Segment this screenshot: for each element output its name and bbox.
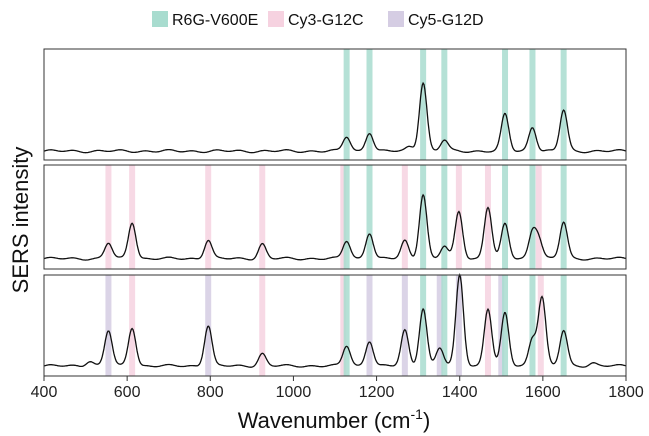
legend-entry: R6G-V600E — [152, 11, 258, 29]
band-marker — [366, 165, 373, 269]
x-tick-label: 400 — [31, 384, 58, 401]
x-tick-label: 1800 — [608, 384, 644, 401]
legend-entry: Cy3-G12C — [268, 11, 364, 29]
legend: R6G-V600E Cy3-G12C Cy5-G12D — [152, 11, 484, 29]
band-marker — [537, 275, 544, 376]
x-tick-label: 600 — [114, 384, 141, 401]
x-tick-label: 800 — [197, 384, 224, 401]
x-tick-label: 1600 — [525, 384, 561, 401]
spectrum-panel — [43, 164, 627, 270]
band-marker — [529, 49, 536, 160]
band-marker — [455, 275, 462, 376]
band-marker — [535, 165, 542, 269]
band-marker — [441, 275, 448, 376]
legend-label: Cy5-G12D — [408, 12, 484, 29]
panel-frame — [43, 274, 627, 377]
band-marker — [259, 165, 266, 269]
band-marker — [560, 165, 567, 269]
x-axis-label-suffix: ) — [423, 408, 430, 433]
spectra-panels — [43, 48, 627, 377]
spectrum-panel — [43, 272, 627, 377]
band-marker — [420, 275, 427, 376]
band-marker — [205, 165, 212, 269]
legend-entry: Cy5-G12D — [388, 11, 484, 29]
legend-label: Cy3-G12C — [288, 12, 364, 29]
y-axis-label: SERS intensity — [8, 147, 33, 294]
band-marker — [441, 49, 448, 160]
band-marker — [340, 275, 347, 376]
band-marker — [484, 275, 491, 376]
band-marker — [502, 49, 509, 160]
panel-frame — [43, 48, 627, 161]
band-marker — [343, 49, 350, 160]
x-tick-label: 1400 — [442, 384, 478, 401]
legend-swatch — [388, 11, 404, 27]
band-marker — [498, 275, 505, 376]
band-marker — [129, 165, 136, 269]
band-marker — [343, 165, 350, 269]
x-tick-label: 1200 — [359, 384, 395, 401]
x-axis-label: Wavenumber (cm-1) — [238, 406, 431, 433]
band-marker — [441, 165, 448, 269]
band-marker — [401, 275, 408, 376]
band-marker — [529, 275, 536, 376]
legend-swatch — [152, 11, 168, 27]
band-marker — [436, 275, 443, 376]
x-axis-label-main: Wavenumber (cm — [238, 408, 411, 433]
x-tick-label: 1000 — [276, 384, 312, 401]
band-marker — [105, 165, 112, 269]
band-marker — [484, 165, 491, 269]
band-marker — [366, 275, 373, 376]
band-marker — [343, 275, 350, 376]
legend-swatch — [268, 11, 284, 27]
band-marker — [420, 49, 427, 160]
band-marker — [340, 165, 347, 269]
spectrum-panel — [43, 48, 627, 161]
band-marker — [560, 275, 567, 376]
band-marker — [502, 275, 509, 376]
band-marker — [529, 165, 536, 269]
band-marker — [502, 165, 509, 269]
band-marker — [560, 49, 567, 160]
band-marker — [105, 275, 112, 376]
panel-frame — [43, 164, 627, 270]
band-marker — [401, 165, 408, 269]
band-marker — [366, 49, 373, 160]
band-marker — [420, 165, 427, 269]
band-marker — [205, 275, 212, 376]
x-axis-label-superscript: -1 — [411, 406, 424, 422]
spectrum-line — [43, 81, 627, 154]
legend-label: R6G-V600E — [172, 12, 258, 29]
band-marker — [455, 165, 462, 269]
spectrum-line — [43, 272, 627, 368]
spectrum-line — [43, 193, 627, 261]
band-marker — [129, 275, 136, 376]
band-marker — [259, 275, 266, 376]
x-axis: 400 600 800 1000 1200 1400 1600 1800 — [31, 376, 644, 401]
